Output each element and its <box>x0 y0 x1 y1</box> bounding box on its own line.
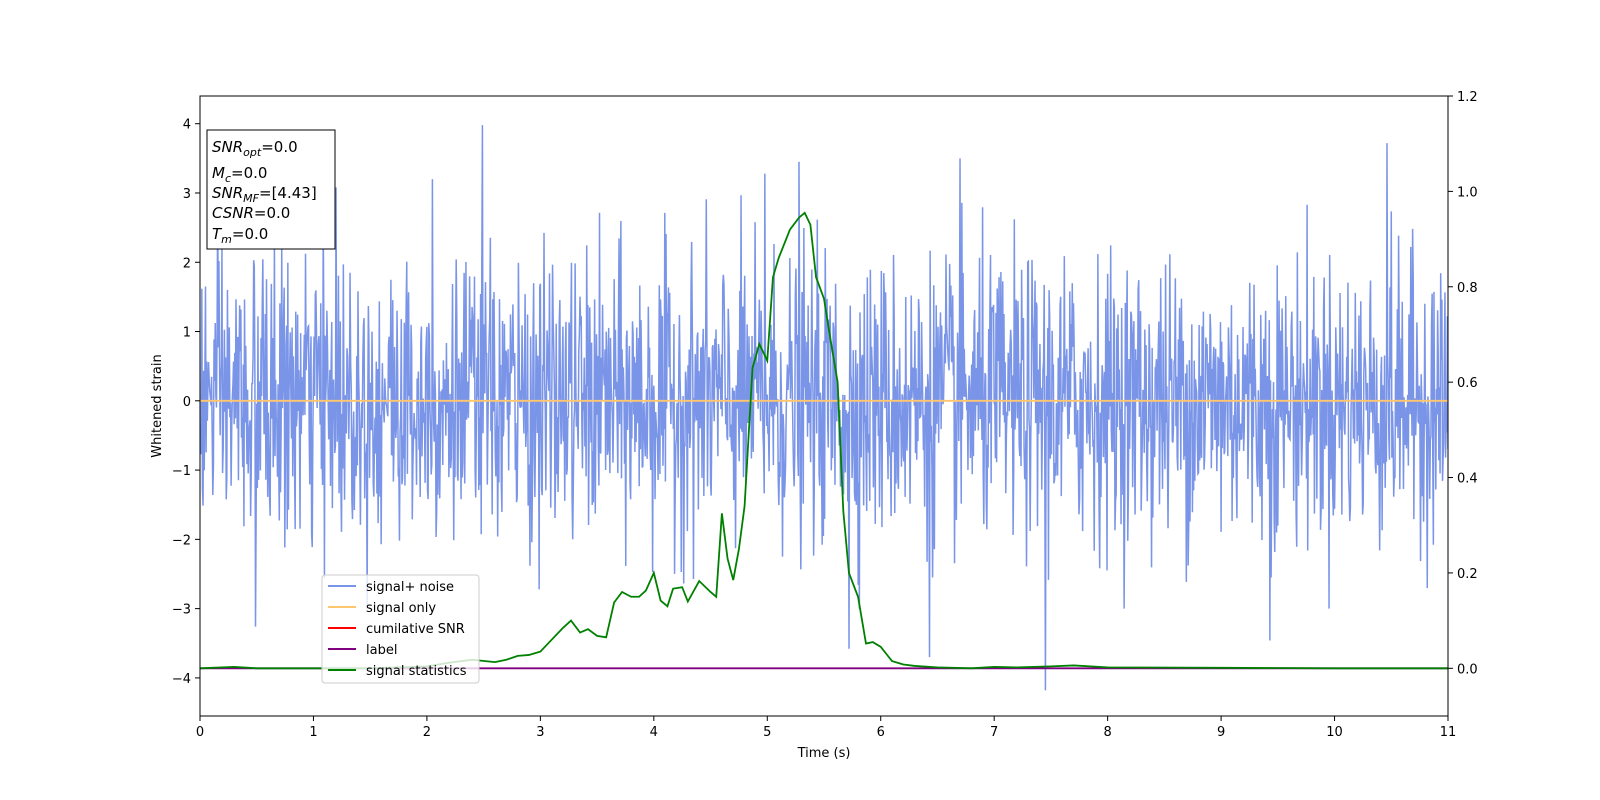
info-snr-mf-sub: MF <box>243 192 259 205</box>
x-tick-label-4: 4 <box>650 725 658 740</box>
series-signal-statistics <box>200 211 1448 670</box>
y-tick-label-5: 1 <box>183 326 191 341</box>
info-snr-opt-base: SNR <box>212 138 243 156</box>
y-tick-label-3: −1 <box>172 464 191 479</box>
legend: signal+ noise signal only cumilative SNR… <box>321 574 480 684</box>
x-tick-label-11: 11 <box>1440 725 1457 740</box>
y2-tick-label-2: 0.4 <box>1457 472 1478 487</box>
y-tick-label-7: 3 <box>183 187 191 202</box>
x-axis-label: Time (s) <box>797 746 851 761</box>
info-mc-sub: c <box>225 172 231 185</box>
x-tick-label-0: 0 <box>196 725 204 740</box>
info-snr-mf-value: =[4.43] <box>259 184 317 202</box>
info-csnr-value: =0.0 <box>254 204 290 222</box>
x-tick-label-1: 1 <box>309 725 317 740</box>
info-tm: Tm=0.0 <box>212 225 268 246</box>
y-axis-right: 0.0 0.2 0.4 0.6 0.8 1.0 1.2 <box>1448 90 1478 677</box>
x-tick-label-10: 10 <box>1326 725 1343 740</box>
y-tick-label-4: 0 <box>183 395 191 410</box>
y-tick-label-6: 2 <box>183 256 191 271</box>
x-tick-label-9: 9 <box>1217 725 1225 740</box>
y2-tick-label-4: 0.8 <box>1457 281 1478 296</box>
x-tick-label-7: 7 <box>990 725 998 740</box>
legend-label-label: label <box>366 643 397 658</box>
y2-tick-label-1: 0.2 <box>1457 567 1478 582</box>
x-tick-label-3: 3 <box>536 725 544 740</box>
legend-label-cumilative-snr: cumilative SNR <box>366 622 465 637</box>
info-snr-mf: SNRMF=[4.43] <box>212 184 317 205</box>
y-tick-label-0: −4 <box>172 672 191 687</box>
y-tick-label-2: −2 <box>172 533 191 548</box>
plot-frame <box>199 95 1449 717</box>
info-snr-mf-base: SNR <box>212 184 243 202</box>
info-box-frame <box>206 129 336 250</box>
info-tm-sub: m <box>221 233 232 246</box>
info-mc-base: M <box>212 164 225 182</box>
legend-label-signal-statistics: signal statistics <box>366 664 467 679</box>
info-csnr: CSNR=0.0 <box>212 204 290 222</box>
x-tick-label-8: 8 <box>1103 725 1111 740</box>
info-mc: Mc=0.0 <box>212 164 267 185</box>
x-axis: 0 1 2 3 4 5 6 7 8 9 10 11 <box>196 716 1456 740</box>
info-snr-opt-value: =0.0 <box>261 138 297 156</box>
info-csnr-base: CSNR <box>212 204 254 222</box>
y-axis-label: Whitened strain <box>150 354 165 457</box>
info-box: SNRopt=0.0 Mc=0.0 SNRMF=[4.43] CSNR=0.0 … <box>206 129 336 250</box>
y2-tick-label-6: 1.2 <box>1457 90 1478 105</box>
y2-tick-label-0: 0.0 <box>1457 662 1478 677</box>
x-tick-label-2: 2 <box>423 725 431 740</box>
series-signal-noise <box>200 125 1448 691</box>
y-axis-left: −4 −3 −2 −1 0 1 2 3 4 <box>172 118 200 687</box>
info-tm-value: =0.0 <box>232 225 268 243</box>
info-tm-base: T <box>212 225 223 243</box>
y2-tick-label-3: 0.6 <box>1457 376 1478 391</box>
x-tick-label-6: 6 <box>877 725 885 740</box>
y-tick-label-1: −3 <box>172 603 191 618</box>
info-mc-value: =0.0 <box>231 164 267 182</box>
legend-frame <box>321 574 480 684</box>
legend-label-signal-noise: signal+ noise <box>366 580 454 595</box>
info-snr-opt: SNRopt=0.0 <box>212 138 298 159</box>
legend-label-signal-only: signal only <box>366 601 436 616</box>
info-snr-opt-sub: opt <box>243 146 262 159</box>
y-tick-label-8: 4 <box>183 118 191 133</box>
y2-tick-label-5: 1.0 <box>1457 185 1478 200</box>
x-tick-label-5: 5 <box>763 725 771 740</box>
